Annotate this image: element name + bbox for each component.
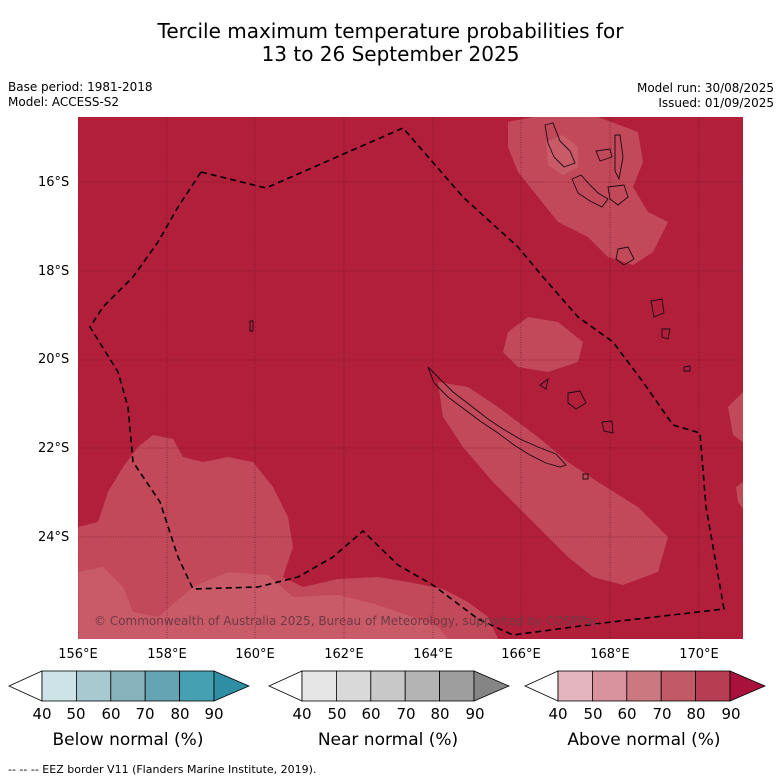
coast-islet-2 (582, 473, 589, 480)
colorbar-segment (370, 670, 406, 702)
eez-border (89, 127, 725, 636)
lat-label: 22°S (38, 441, 70, 456)
colorbar-near-normal (268, 670, 510, 702)
eez-legend-footer: -- -- -- EEZ border V11 (Flanders Marine… (8, 763, 317, 776)
colorbar-min-extension (268, 670, 303, 702)
region-east-edge (728, 392, 743, 442)
cb-tick: 50 (583, 705, 603, 723)
colorbar-below-normal (8, 670, 250, 702)
cb-tick: 70 (135, 705, 155, 723)
title-line-2: 13 to 26 September 2025 (261, 42, 520, 66)
cb-tick: 40 (292, 705, 312, 723)
colorbar-max-extension (729, 670, 766, 702)
coast-loyalty-2 (567, 390, 587, 410)
colorbar-segment (144, 670, 180, 702)
colorbar-segment (110, 670, 146, 702)
colorbar-title-above: Above normal (%) (567, 730, 721, 750)
cb-tick: 80 (170, 705, 190, 723)
lat-label: 16°S (38, 175, 70, 190)
colorbar-max-extension (213, 670, 250, 702)
colorbar-min-extension (8, 670, 43, 702)
coast-vanuatu-7 (650, 298, 665, 318)
cb-tick: 50 (327, 705, 347, 723)
copyright-notice: © Commonwealth of Australia 2025, Bureau… (94, 614, 600, 628)
colorbar-segment (439, 670, 475, 702)
colorbar-segment (557, 670, 593, 702)
colorbar-segment (336, 670, 372, 702)
cb-tick: 40 (32, 705, 52, 723)
coastlines (249, 122, 691, 480)
lat-label: 20°S (38, 352, 70, 367)
coast-loyalty-3 (601, 420, 614, 434)
coast-islet-3 (683, 365, 691, 372)
meta-right: Model run: 30/08/2025 Issued: 01/09/2025 (637, 81, 774, 111)
base-period: Base period: 1981-2018 (8, 80, 153, 94)
lon-label: 170°E (679, 647, 719, 662)
cb-tick: 90 (465, 705, 485, 723)
lon-label: 162°E (324, 647, 364, 662)
region-east-edge-2 (736, 482, 743, 509)
colorbar-title-near: Near normal (%) (317, 730, 459, 750)
model-run: Model run: 30/08/2025 (636, 81, 774, 95)
model-name: Model: ACCESS-S2 (8, 95, 120, 109)
cb-tick: 80 (686, 705, 706, 723)
cb-tick: 40 (548, 705, 568, 723)
coast-islet-1 (249, 320, 254, 332)
map-title: Tercile maximum temperature probabilitie… (0, 20, 781, 66)
colorbar-segment (695, 670, 731, 702)
cb-tick: 60 (101, 705, 121, 723)
coast-vanuatu-4 (614, 134, 624, 181)
cb-tick: 70 (396, 705, 416, 723)
cb-tick: 60 (361, 705, 381, 723)
meta-left: Base period: 1981-2018 Model: ACCESS-S2 (8, 80, 153, 110)
colorbar-segment (660, 670, 696, 702)
colorbar-segment (179, 670, 215, 702)
lon-label: 158°E (147, 647, 187, 662)
title-line-1: Tercile maximum temperature probabilitie… (157, 19, 624, 43)
colorbar-segment (301, 670, 337, 702)
lon-label: 164°E (413, 647, 453, 662)
probability-map (78, 117, 743, 639)
colorbar-min-extension (524, 670, 559, 702)
lon-label: 156°E (58, 647, 98, 662)
colorbar-max-extension (473, 670, 510, 702)
lat-label: 18°S (38, 264, 70, 279)
lon-label: 168°E (590, 647, 630, 662)
cb-tick: 60 (617, 705, 637, 723)
colorbar-segment (76, 670, 112, 702)
cb-tick: 90 (721, 705, 741, 723)
coast-new-caledonia (427, 366, 567, 468)
coast-vanuatu-8 (661, 328, 671, 340)
coast-vanuatu-2 (571, 174, 609, 208)
colorbar-segment (626, 670, 662, 702)
colorbar-segment (404, 670, 440, 702)
coast-loyalty-1 (539, 377, 549, 390)
region-center-east (503, 317, 583, 372)
issued-date: Issued: 01/09/2025 (658, 96, 774, 110)
coast-vanuatu-5 (607, 184, 629, 206)
region-southwest-lighter (78, 567, 448, 639)
colorbar-segment (592, 670, 628, 702)
graticule (78, 117, 743, 639)
region-new-caledonia (438, 382, 668, 585)
lon-label: 160°E (235, 647, 275, 662)
lon-label: 166°E (501, 647, 541, 662)
cb-tick: 50 (66, 705, 86, 723)
cb-tick: 70 (652, 705, 672, 723)
cb-tick: 90 (204, 705, 224, 723)
coast-vanuatu-3 (595, 148, 613, 162)
colorbar-segment (41, 670, 77, 702)
colorbar-title-below: Below normal (%) (52, 730, 204, 750)
colorbar-above-normal (524, 670, 766, 702)
coast-vanuatu-6 (615, 246, 635, 266)
coast-vanuatu-1 (544, 122, 576, 168)
cb-tick: 80 (430, 705, 450, 723)
lat-label: 24°S (38, 530, 70, 545)
